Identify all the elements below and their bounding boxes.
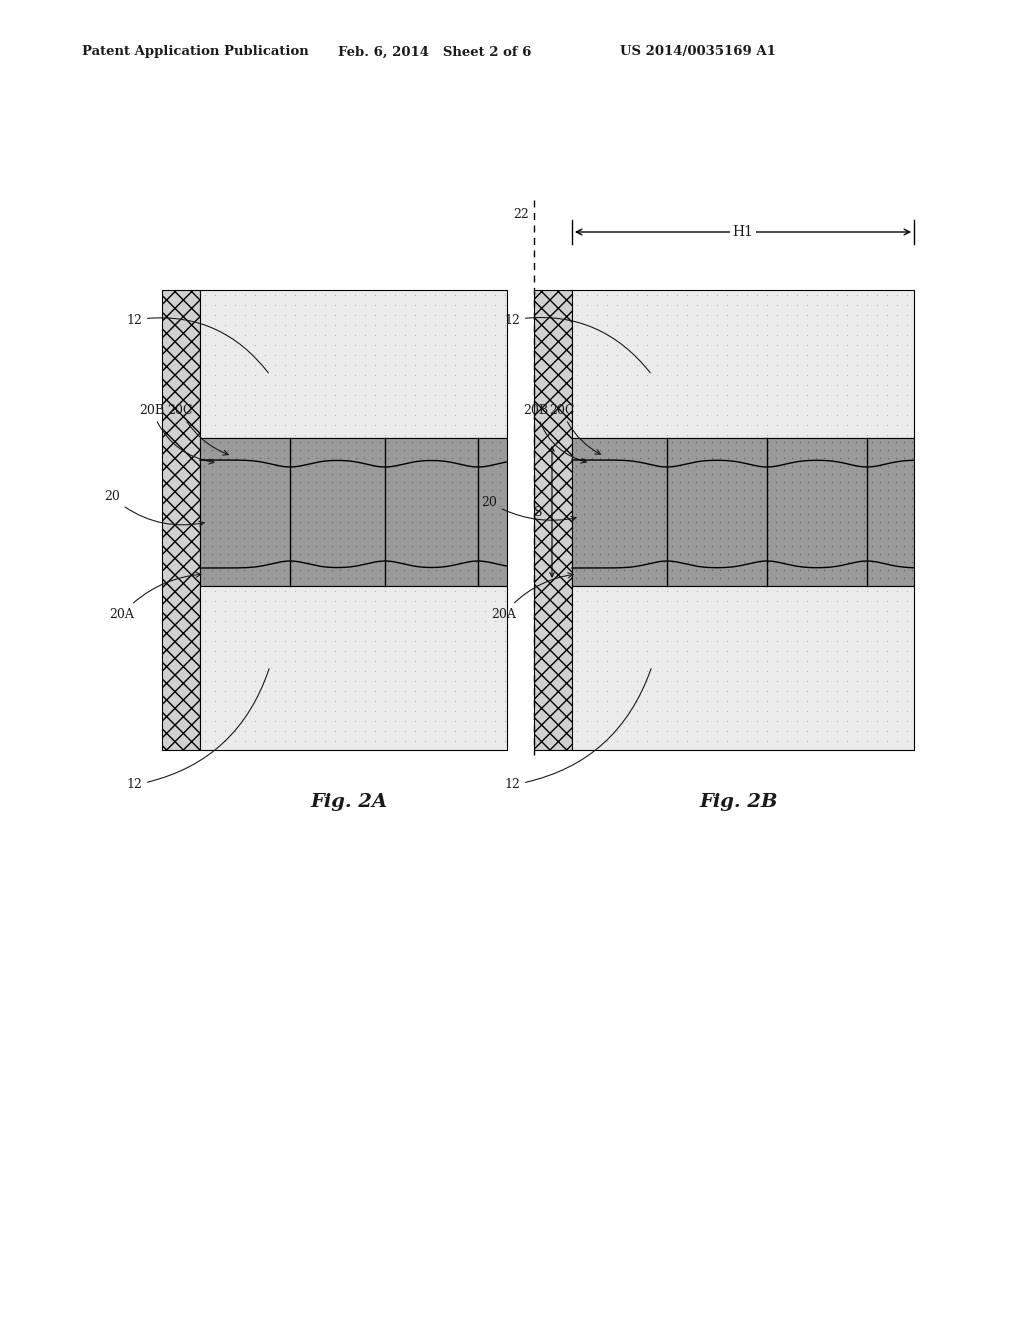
Text: Patent Application Publication: Patent Application Publication (82, 45, 309, 58)
Text: H1: H1 (732, 224, 754, 239)
Text: 22: 22 (513, 209, 529, 222)
Text: Fig. 2B: Fig. 2B (699, 793, 778, 810)
Text: 12: 12 (504, 314, 650, 372)
Text: 20A: 20A (492, 573, 573, 620)
Bar (572, 586, 914, 750)
Bar (572, 438, 914, 586)
Bar (534, 290, 572, 750)
Text: 20C: 20C (167, 404, 228, 455)
Text: 20: 20 (481, 495, 577, 521)
Text: 20: 20 (104, 491, 204, 527)
Text: 20B: 20B (139, 404, 214, 465)
Text: Fig. 2A: Fig. 2A (310, 793, 387, 810)
Text: 12: 12 (126, 669, 269, 792)
Bar (572, 290, 914, 438)
Bar (200, 290, 507, 438)
Text: S: S (534, 506, 543, 519)
Text: US 2014/0035169 A1: US 2014/0035169 A1 (620, 45, 776, 58)
Text: 12: 12 (504, 669, 651, 792)
Bar (200, 438, 507, 586)
Text: 20A: 20A (110, 573, 201, 620)
Bar (200, 586, 507, 750)
Bar (162, 290, 200, 750)
Text: 12: 12 (126, 314, 268, 372)
Text: Feb. 6, 2014   Sheet 2 of 6: Feb. 6, 2014 Sheet 2 of 6 (338, 45, 531, 58)
Text: 20B: 20B (523, 404, 586, 463)
Text: 20C: 20C (549, 404, 600, 454)
